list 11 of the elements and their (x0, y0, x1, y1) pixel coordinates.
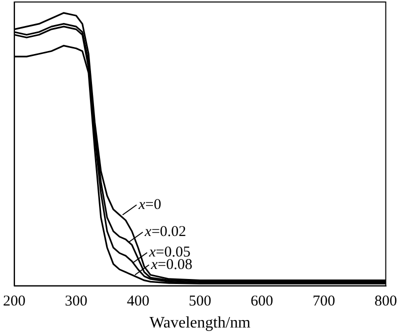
annotation: x=0.08 (150, 256, 192, 273)
x-tick-label: 200 (3, 294, 26, 310)
x-tick-label: 500 (188, 294, 212, 310)
x-axis-title: Wavelength/nm (150, 314, 252, 332)
x-tick-label: 800 (374, 294, 397, 310)
annotation: x=0 (138, 196, 162, 213)
x-tick-label: 600 (250, 294, 274, 310)
annotation: x=0.02 (144, 224, 186, 240)
x-tick-label: 700 (312, 294, 336, 310)
x-tick-label: 300 (64, 294, 88, 310)
x-tick-label: 400 (126, 294, 150, 310)
